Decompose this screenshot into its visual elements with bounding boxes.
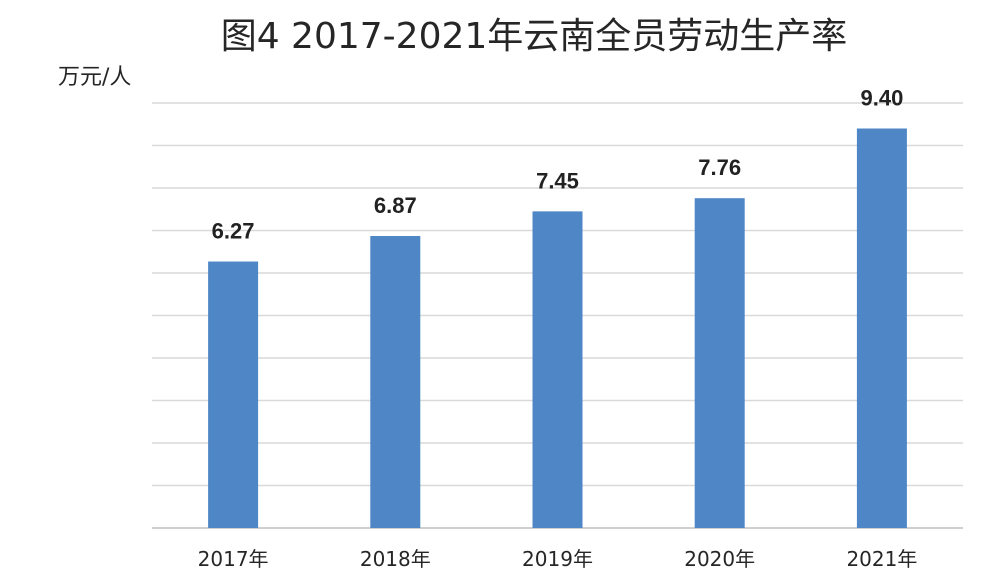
bar-2018年 [370, 236, 421, 528]
chart-title: 图4 2017-2021年云南全员劳动生产率 [221, 16, 848, 57]
x-tick-label: 2021年 [846, 547, 917, 571]
x-tick-label: 2019年 [522, 547, 593, 571]
bar-2020年 [694, 198, 745, 528]
bar-2017年 [208, 261, 259, 528]
x-tick-labels-group: 2017年 2018年 2019年 2020年 2021年 [198, 547, 918, 571]
data-label: 6.87 [374, 193, 417, 218]
data-labels-group: 6.27 6.87 7.45 7.76 9.40 [212, 86, 904, 244]
data-label: 6.27 [212, 219, 255, 244]
data-label: 7.76 [698, 155, 741, 180]
data-label: 7.45 [536, 168, 579, 193]
x-tick-label: 2020年 [684, 547, 755, 571]
bar-2019年 [532, 211, 583, 528]
x-tick-label: 2017年 [198, 547, 269, 571]
data-label: 9.40 [860, 86, 903, 111]
y-axis-unit-label: 万元/人 [58, 65, 131, 90]
x-tick-label: 2018年 [360, 547, 431, 571]
bar-2021年 [856, 128, 907, 528]
bars-group [208, 128, 907, 528]
